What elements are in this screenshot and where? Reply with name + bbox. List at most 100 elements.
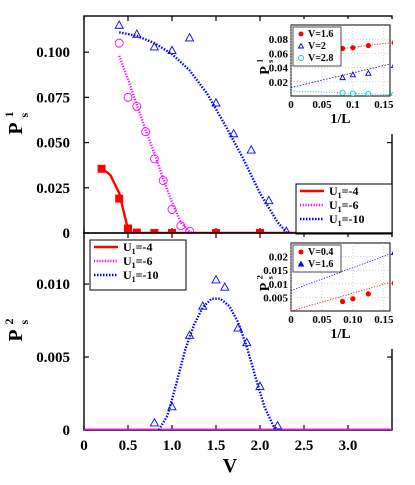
panel-top-ytick-label-4: 0.100 — [36, 45, 70, 61]
panel-bottom-inset-series-1-point-0 — [390, 251, 393, 256]
panel-top-series-2-point-8 — [264, 195, 274, 205]
panel-top-inset-ylabel-sup: 1 — [256, 59, 265, 63]
panel-bottom-series-2-point-3 — [198, 301, 208, 310]
panel-top-series-0-point-5 — [168, 229, 176, 233]
panel-top-inset-legend-marker-2 — [298, 55, 304, 61]
panel-bottom-inset-ytick-label-0: 0.02 — [269, 252, 289, 264]
panel-top-inset-series-0-point-3 — [391, 40, 393, 46]
panel-top-series-0-line — [100, 166, 392, 233]
panel-bottom-inset-legend-label-1: V=1.6 — [308, 259, 333, 270]
panel-top-series-1-point-3 — [141, 127, 151, 137]
panel-bottom-inset-legend-marker-0 — [298, 249, 304, 255]
panel-top-series-2-line — [118, 31, 292, 233]
panel-bottom-legend-label-0: U1=-4 — [123, 240, 153, 256]
panel-top-inset: 0.080.060.040.020 0.05 0.1 0.151/LP1 sV=1.6V… — [256, 19, 396, 134]
panel-top-series-1-point-2 — [132, 101, 142, 111]
panel-top-inset-xtick-label-0: 0 — [288, 99, 294, 111]
panel-bottom-series-2-point-9 — [272, 420, 283, 430]
panel-top-ylabel-sup: 1 — [2, 112, 16, 118]
panel-top-series-0-point-7 — [256, 229, 264, 233]
panel-top-inset-legend-label-1: V=2 — [308, 41, 326, 52]
panel-bottom-inset-xlabel: 1/L — [330, 327, 350, 342]
panel-top-legend: U1=-4U1=-6U1=-10 — [295, 183, 393, 235]
panel-bottom-series-2-point-4 — [211, 274, 221, 284]
panel-top-inset-series-1-point-0 — [339, 74, 346, 81]
panel-top-legend-label-2: U1=-10 — [329, 212, 365, 228]
panel-top-legend-label-0: U1=-4 — [329, 184, 359, 200]
panel-top-series-1-point-8 — [185, 226, 195, 233]
panel-bottom-ytick-label-1: 0.005 — [36, 350, 70, 366]
panel-bottom-inset-xtick-label-0: 0 — [288, 314, 294, 326]
panel-top-inset-series-1-point-2 — [364, 69, 372, 76]
panel-top-series-0-point-6 — [212, 229, 220, 233]
panel-top-inset-ytick-label-0: 0.08 — [269, 34, 289, 46]
panel-top-series-2-point-3 — [167, 45, 177, 55]
panel-top-series-2-point-7 — [246, 144, 256, 154]
panel-bottom-inset-ylabel-main: P — [258, 282, 273, 291]
panel-bottom-legend: U1=-4U1=-6U1=-10 — [89, 239, 187, 291]
panel-bottom-xtick-label-0: 0 — [80, 438, 88, 454]
panel-top-inset-series-2-line — [291, 90, 391, 95]
panel-top-series-1-point-5 — [158, 176, 168, 186]
panel-top-inset-ytick-label-2: 0.04 — [269, 63, 289, 75]
panel-top-inset-legend-marker-0 — [298, 31, 304, 37]
panel-bottom-series-2-point-0 — [149, 417, 160, 427]
panel-top-inset-series-1-point-1 — [349, 71, 357, 78]
panel-bottom-xlabel: V — [223, 455, 238, 477]
panel-top-series-1-point-7 — [176, 221, 186, 231]
panel-bottom-xtick-label-4: 2.0 — [251, 438, 270, 454]
panel-top-inset-frame — [290, 24, 391, 97]
panel-bottom-inset-series-0-point-1 — [350, 296, 356, 302]
panel-top-ytick-label-0: 0 — [63, 226, 71, 242]
panel-top-series-2-point-2 — [149, 41, 160, 51]
panel-bottom-series-2-line — [157, 297, 279, 430]
panel-top-inset-series-0-point-2 — [365, 42, 371, 49]
panel-top-series-0-point-1 — [115, 194, 124, 203]
panel-bottom-legend-box — [89, 239, 187, 291]
panel-top-inset-legend-label-0: V=1.6 — [308, 29, 333, 40]
panel-bottom-series-2-point-7 — [242, 337, 252, 347]
panel-top-inset-series-2-point-1 — [349, 90, 356, 96]
panel-top-inset-series-1-line — [291, 63, 391, 88]
panel-bottom-inset-xtick-label-2: 0.10 — [343, 314, 363, 326]
panel-bottom-data — [84, 274, 392, 430]
panel-bottom-inset-legend-label-0: V=0.4 — [308, 247, 333, 258]
panel-top-inset-xtick-label-3: 0.15 — [374, 99, 394, 111]
panel-top-inset-legend: V=1.6V=2V=2.8 — [292, 26, 342, 67]
panel-top-series-2-point-6 — [228, 128, 239, 138]
panel-top-inset-series-0-point-1 — [350, 45, 356, 51]
panel-top-inset-legend-label-2: V=2.8 — [308, 53, 333, 64]
panel-bottom-series-2-point-6 — [233, 322, 243, 332]
panel-bottom-inset-xtick-label-3: 0.15 — [374, 314, 394, 326]
panel-bottom-inset-legend: V=0.4V=1.6 — [292, 244, 342, 273]
panel-top-ytick-label-2: 0.050 — [36, 136, 70, 152]
panel-top-legend-label-1: U1=-6 — [329, 198, 359, 214]
panel-top-series-1-point-4 — [149, 154, 159, 164]
panel-bottom-inset-ylabel-sup: 2 — [256, 275, 265, 279]
panel-bottom-ylabel: P 2 s — [2, 319, 31, 342]
panel-top-inset-legend-marker-1 — [297, 42, 305, 49]
panel-bottom-inset-ylabel: P 2 s — [256, 275, 276, 291]
panel-bottom-inset-ytick-label-2: 0.01 — [269, 279, 288, 291]
panel-top-inset-xlabel: 1/L — [330, 112, 350, 127]
panel-top-inset-ytick-label-3: 0.02 — [269, 77, 289, 89]
panel-top-ytick-label-1: 0.025 — [36, 181, 70, 197]
panel-bottom-ylabel-main: P — [5, 329, 27, 341]
panel-bottom-inset-ylabel-sub: s — [266, 275, 275, 279]
panel-bottom-series-2-point-8 — [255, 381, 265, 390]
panel-top-series-1-line — [118, 55, 195, 233]
panel-bottom-xtick-label-1: 0.5 — [119, 438, 138, 454]
panel-top-ylabel: P 1 s — [2, 112, 31, 135]
panel-top-inset-ylabel-sub: s — [266, 59, 275, 63]
panel-bottom-series-2-point-5 — [220, 282, 230, 291]
panel-top-ytick-label-3: 0.075 — [36, 90, 70, 106]
panel-bottom-series-2-point-2 — [184, 330, 195, 339]
panel-top-inset-ytick-label-1: 0.06 — [269, 48, 289, 60]
panel-top-series-1-point-0 — [114, 38, 124, 48]
panel-top-ylabel-main: P — [5, 122, 27, 134]
panel-bottom-ytick-label-0: 0 — [63, 423, 71, 439]
panel-top-ylabel-sub: s — [17, 113, 31, 118]
panel-bottom-xtick-label-6: 3.0 — [339, 438, 358, 454]
